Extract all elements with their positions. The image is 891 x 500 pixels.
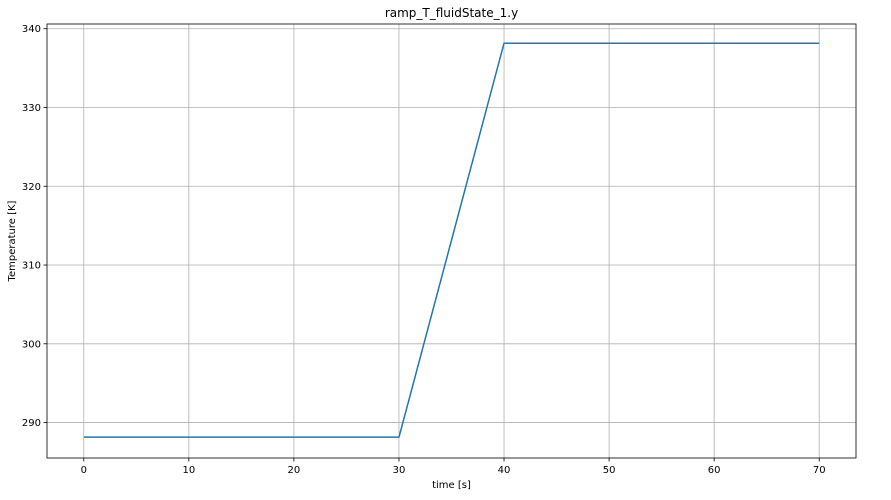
series-line — [83, 42, 820, 438]
chart-title: ramp_T_fluidState_1.y — [385, 6, 518, 20]
x-tick-label: 50 — [603, 465, 616, 476]
grid-lines — [47, 24, 856, 458]
y-tick-label: 300 — [22, 339, 41, 350]
y-tick-label: 310 — [22, 261, 41, 272]
series-layer — [83, 42, 820, 438]
ticks: 0 10 20 30 40 50 60 70 290 300 310 320 330 340 — [22, 24, 826, 476]
axes-frame — [46, 23, 857, 459]
y-tick-label: 290 — [22, 418, 41, 429]
x-tick-label: 0 — [81, 465, 87, 476]
x-tick-label: 20 — [288, 465, 301, 476]
y-tick-label: 330 — [22, 103, 41, 114]
x-tick-label: 60 — [708, 465, 721, 476]
y-tick-label: 340 — [22, 24, 41, 35]
y-tick-label: 320 — [22, 182, 41, 193]
y-axis-label: Temperature [K] — [7, 200, 18, 282]
x-tick-label: 70 — [813, 465, 826, 476]
x-tick-label: 10 — [182, 465, 195, 476]
x-axis-label: time [s] — [432, 480, 471, 491]
x-tick-label: 40 — [498, 465, 511, 476]
x-tick-label: 30 — [393, 465, 406, 476]
